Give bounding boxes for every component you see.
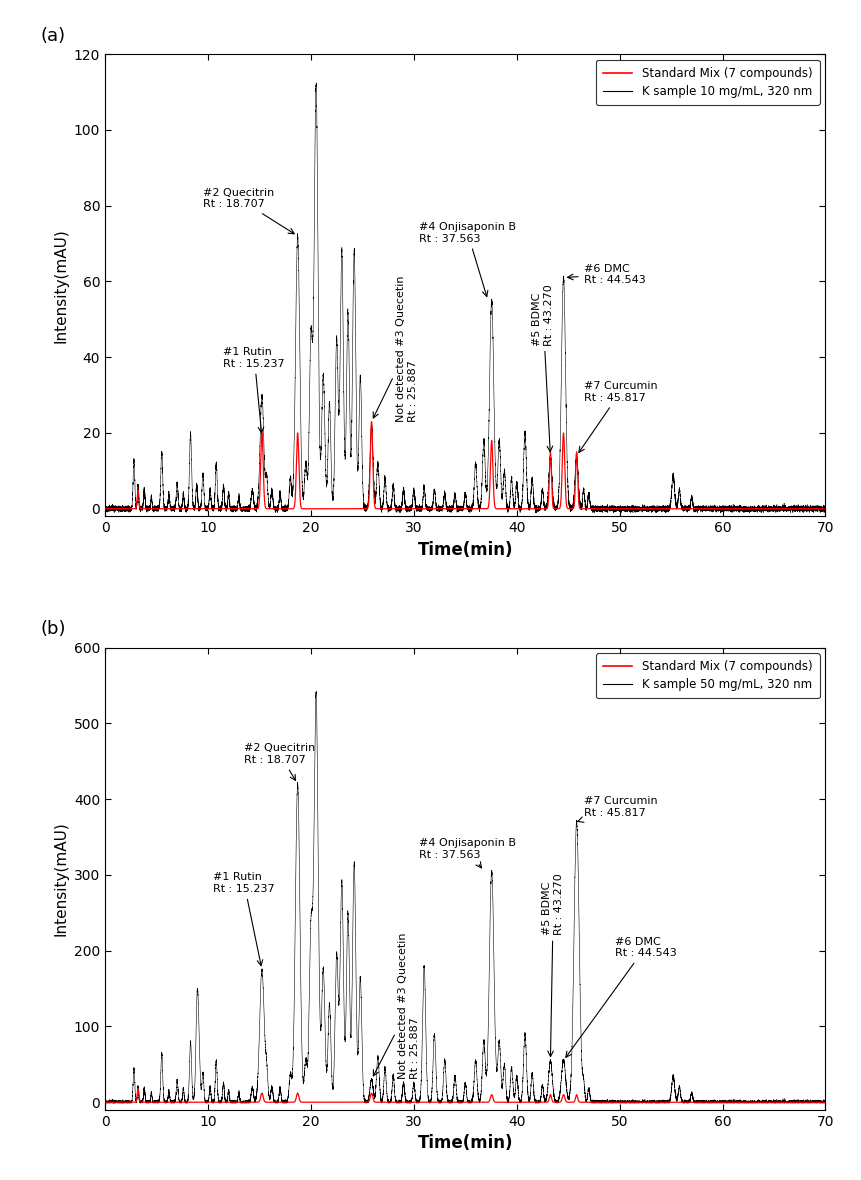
Text: (b): (b): [40, 621, 65, 638]
Text: #4 Onjisaponin B
Rt : 37.563: #4 Onjisaponin B Rt : 37.563: [418, 222, 516, 296]
Text: (a): (a): [40, 27, 65, 45]
Text: #5 BDMC
Rt : 43.270: #5 BDMC Rt : 43.270: [531, 284, 553, 452]
X-axis label: Time(min): Time(min): [417, 540, 512, 559]
Text: #6 DMC
Rt : 44.543: #6 DMC Rt : 44.543: [565, 937, 676, 1057]
X-axis label: Time(min): Time(min): [417, 1134, 512, 1152]
Text: #5 BDMC
Rt : 43.270: #5 BDMC Rt : 43.270: [542, 873, 563, 1056]
Text: Not detected #3 Quecetin
Rt : 25.887: Not detected #3 Quecetin Rt : 25.887: [373, 275, 418, 421]
Legend: Standard Mix (7 compounds), K sample 10 mg/mL, 320 nm: Standard Mix (7 compounds), K sample 10 …: [595, 60, 819, 105]
Text: #4 Onjisaponin B
Rt : 37.563: #4 Onjisaponin B Rt : 37.563: [418, 838, 516, 867]
Text: #1 Rutin
Rt : 15.237: #1 Rutin Rt : 15.237: [223, 347, 285, 433]
Y-axis label: Intensity(mAU): Intensity(mAU): [53, 228, 68, 342]
Text: #2 Quecitrin
Rt : 18.707: #2 Quecitrin Rt : 18.707: [244, 743, 315, 780]
Text: #7 Curcumin
Rt : 45.817: #7 Curcumin Rt : 45.817: [577, 796, 656, 822]
Text: #7 Curcumin
Rt : 45.817: #7 Curcumin Rt : 45.817: [579, 381, 656, 452]
Text: #2 Quecitrin
Rt : 18.707: #2 Quecitrin Rt : 18.707: [202, 188, 294, 234]
Text: #6 DMC
Rt : 44.543: #6 DMC Rt : 44.543: [567, 263, 645, 286]
Legend: Standard Mix (7 compounds), K sample 50 mg/mL, 320 nm: Standard Mix (7 compounds), K sample 50 …: [595, 654, 819, 699]
Text: #1 Rutin
Rt : 15.237: #1 Rutin Rt : 15.237: [213, 872, 275, 965]
Text: Not detected #3 Quecetin
Rt : 25.887: Not detected #3 Quecetin Rt : 25.887: [373, 933, 419, 1080]
Y-axis label: Intensity(mAU): Intensity(mAU): [53, 821, 68, 936]
